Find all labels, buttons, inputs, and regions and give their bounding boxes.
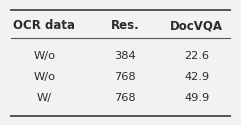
Text: 42.9: 42.9 — [184, 72, 209, 82]
Text: DocVQA: DocVQA — [170, 19, 223, 32]
Text: 384: 384 — [114, 51, 136, 61]
Text: W/o: W/o — [33, 51, 55, 61]
Text: Res.: Res. — [111, 19, 140, 32]
Text: 768: 768 — [114, 72, 136, 82]
Text: 768: 768 — [114, 93, 136, 103]
Text: W/: W/ — [37, 93, 52, 103]
Text: OCR data: OCR data — [13, 19, 75, 32]
Text: 49.9: 49.9 — [184, 93, 209, 103]
Text: W/o: W/o — [33, 72, 55, 82]
Text: 22.6: 22.6 — [184, 51, 209, 61]
